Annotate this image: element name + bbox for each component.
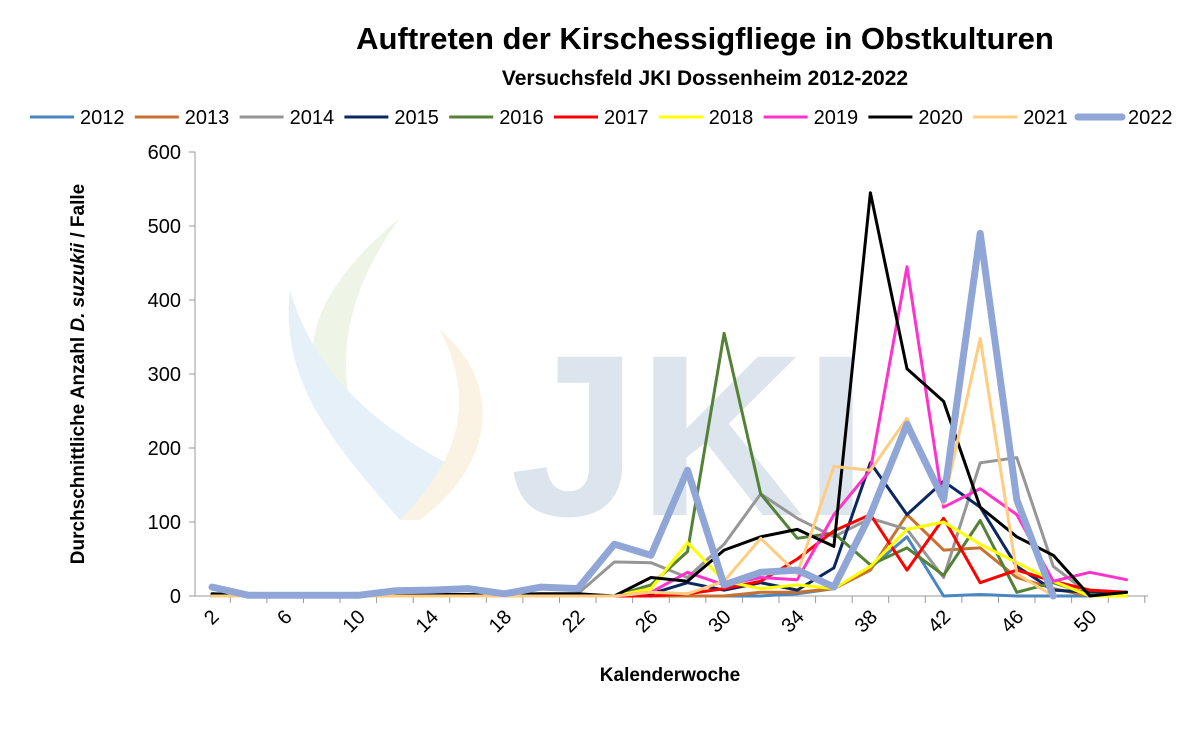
legend-item-2012: 2012 [30,107,125,129]
legend-label: 2012 [80,107,125,129]
y-axis-title: Durchschnittliche Anzahl D. suzukii / Fa… [68,184,89,564]
x-tick-label: 30 [704,606,735,637]
x-tick-label: 18 [485,606,516,637]
legend-label: 2022 [1128,107,1173,129]
legend-label: 2015 [394,107,439,129]
y-tick-label: 100 [148,512,181,534]
legend-item-2017: 2017 [554,107,649,129]
legend-label: 2013 [185,107,230,129]
y-tick-label: 200 [148,438,181,460]
watermark-text: JKI [510,307,868,564]
legend-label: 2018 [709,107,754,129]
x-tick-label: 2 [200,606,223,629]
legend-label: 2017 [604,107,649,129]
legend-item-2015: 2015 [344,107,439,129]
y-axis-title-part3: / Falle [68,184,89,243]
x-tick-label: 14 [412,606,443,637]
legend-item-2021: 2021 [973,107,1068,129]
legend-label: 2020 [918,107,963,129]
y-axis-title-species: D. suzukii [68,242,89,331]
x-axis-title: Kalenderwoche [600,665,740,686]
x-tick-label: 50 [1070,606,1101,637]
legend-item-2013: 2013 [134,107,230,129]
legend-label: 2019 [814,107,859,129]
series-lines [208,191,1128,600]
legend-label: 2021 [1023,107,1067,129]
legend: 2012 2013 2014 2015 2016 2017 2018 2019 2020 2021… [30,107,1173,129]
x-tick-label: 22 [558,606,589,637]
x-tick-label: 10 [339,606,370,637]
x-tick-label: 46 [997,606,1028,637]
y-tick-label: 0 [170,586,181,608]
y-tick-label: 500 [148,216,181,238]
y-axis-title-part1: Durchschnittliche Anzahl [68,332,89,565]
legend-item-2019: 2019 [763,107,859,129]
legend-item-2016: 2016 [449,107,544,129]
legend-item-2014: 2014 [239,107,335,129]
legend-item-2018: 2018 [658,107,754,129]
jki-logo-watermark: JKI [288,218,868,564]
legend-item-2020: 2020 [868,107,963,129]
y-tick-label: 300 [148,364,181,386]
x-tick-label: 6 [273,606,296,629]
chart-title: Auftreten der Kirschessigfliege in Obstk… [356,21,1054,56]
y-tick-label: 600 [148,142,181,164]
x-tick-label: 38 [851,606,882,637]
x-tick-label: 34 [778,606,809,637]
x-tick-label: 42 [924,606,955,637]
legend-label: 2016 [499,107,544,129]
x-tick-label: 26 [631,606,662,637]
chart-subtitle: Versuchsfeld JKI Dossenheim 2012-2022 [502,67,908,90]
series-line-2022 [208,229,1057,600]
y-tick-label: 400 [148,290,181,312]
legend-label: 2014 [290,107,335,129]
legend-item-2022: 2022 [1074,107,1173,129]
